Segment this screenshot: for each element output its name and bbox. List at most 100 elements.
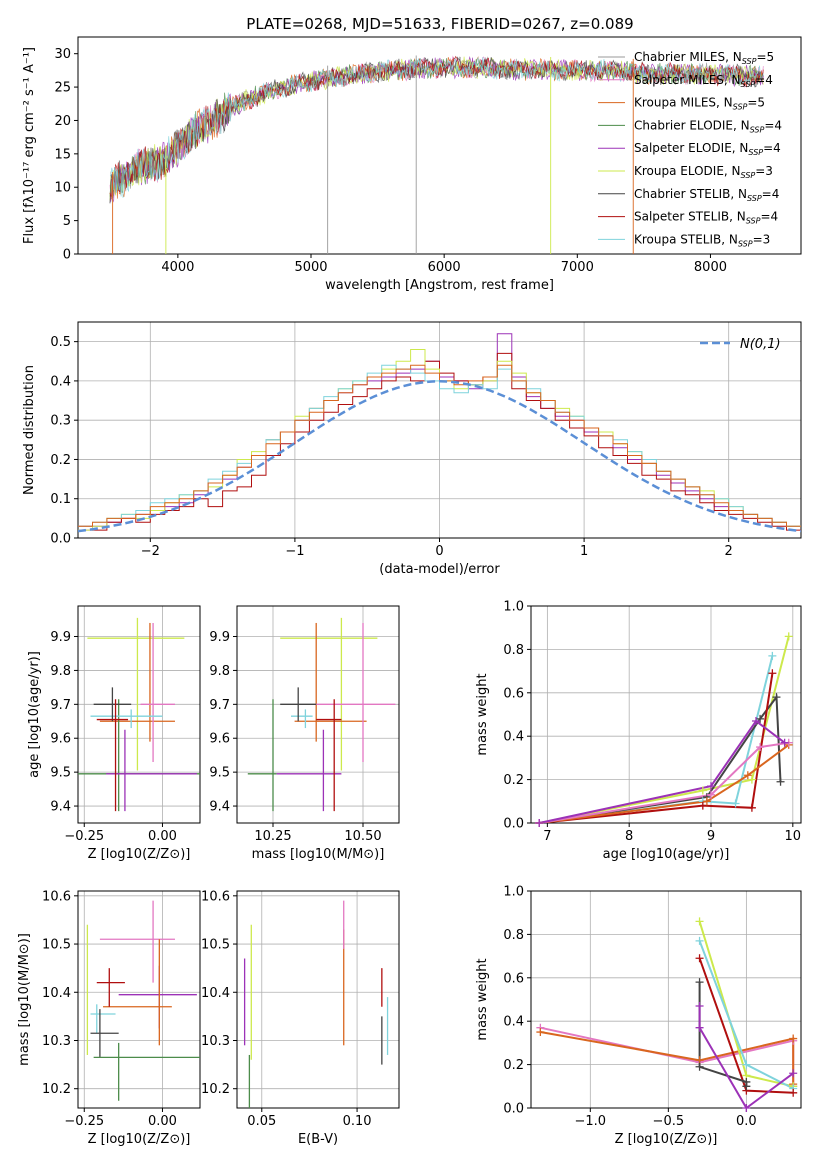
y-axis-label: mass weight — [475, 958, 490, 1040]
x-tick-label: −0.5 — [653, 1114, 685, 1129]
x-tick-label: 7000 — [561, 260, 594, 275]
mass-weight-marker — [747, 775, 756, 784]
mass-weight-line — [539, 741, 789, 823]
y-tick-label: 9.9 — [209, 630, 230, 645]
mass-weight-line — [539, 744, 790, 823]
y-tick-label: 0.4 — [50, 374, 71, 389]
mass-weight-marker — [743, 771, 752, 780]
y-tick-label: 10.3 — [42, 1034, 71, 1049]
mass-weight-vs-age-panel: 7 8 9 10 0.0 0.2 0.4 0.6 0.8 1.0 age [log10(age/yr… — [475, 600, 802, 862]
mass-vs-extinction-panel: 0.05 0.10 10.2 10.3 10.4 10.5 10.6 E(B-V) — [201, 889, 400, 1147]
y-tick-label: 10.4 — [42, 986, 71, 1001]
y-tick-label: 0.3 — [50, 414, 71, 429]
x-axis-label: mass [log10(M/M⊙)] — [252, 847, 385, 862]
y-tick-label: 0.5 — [50, 335, 71, 350]
y-tick-label: 10.6 — [201, 889, 230, 904]
mass-weight-marker — [707, 790, 715, 799]
x-axis-label: Z [log10(Z/Z⊙)] — [88, 847, 191, 862]
mass-weight-marker — [756, 714, 765, 723]
mass-weight-marker — [776, 777, 785, 786]
y-tick-label: 9.5 — [50, 766, 71, 781]
y-tick-label: 0 — [63, 248, 71, 263]
mass-weight-marker — [768, 669, 777, 678]
plot-area — [109, 55, 764, 254]
y-tick-label: 1.0 — [503, 600, 524, 615]
y-tick-label: 9.7 — [209, 698, 230, 713]
mass-weight-marker — [702, 797, 711, 806]
mass-weight-marker — [695, 954, 704, 963]
y-tick-label: 0.8 — [503, 928, 524, 943]
legend-label: N(0,1) — [740, 337, 781, 352]
axes-frame — [77, 605, 201, 824]
x-tick-label: 0.0 — [736, 1114, 757, 1129]
mass-weight-marker — [742, 1104, 751, 1112]
normal-curve — [78, 380, 801, 533]
mass-weight-marker — [707, 782, 715, 791]
y-tick-label: 10 — [54, 181, 71, 196]
y-tick-label: 9.6 — [209, 732, 230, 747]
x-tick-label: 0.05 — [247, 1114, 276, 1129]
y-tick-label: 0.2 — [503, 773, 524, 788]
y-axis-label: Flux [fλ10⁻¹⁷ erg cm⁻² s⁻¹ A⁻¹] — [22, 47, 37, 244]
mass-weight-line — [538, 719, 786, 823]
legend-label: Salpeter MILES, NSSP=4 — [634, 73, 773, 89]
x-axis-label: (data-model)/error — [379, 562, 500, 577]
mass-weight-marker — [535, 819, 544, 827]
x-tick-label: 1 — [580, 544, 588, 559]
x-axis-label: age [log10(age/yr)] — [603, 847, 730, 862]
y-tick-label: 20 — [54, 114, 71, 129]
y-tick-label: 9.8 — [50, 664, 71, 679]
figure-title: PLATE=0268, MJD=51633, FIBERID=0267, z=0… — [246, 15, 633, 33]
x-tick-label: 0.10 — [343, 1114, 372, 1129]
y-axis-label: age [log10(age/yr)] — [27, 651, 42, 778]
mass-weight-marker — [789, 1069, 798, 1078]
axes-frame — [236, 605, 400, 824]
mass-weight-marker — [756, 743, 765, 752]
legend-label: Salpeter STELIB, NSSP=4 — [634, 210, 778, 226]
y-tick-label: 10.6 — [42, 889, 71, 904]
legend-label: Kroupa STELIB, NSSP=3 — [634, 232, 770, 248]
y-tick-label: 0.0 — [503, 817, 524, 832]
y-tick-label: 10.3 — [201, 1034, 230, 1049]
mass-weight-marker — [695, 1023, 704, 1032]
plot-area — [540, 921, 795, 1108]
mass-weight-marker — [768, 651, 777, 660]
plot-area — [78, 617, 200, 812]
mass-weight-line — [539, 636, 790, 823]
mass-weight-marker — [752, 717, 760, 726]
mass-weight-line — [698, 1006, 794, 1108]
y-tick-label: 0.6 — [503, 686, 524, 701]
y-tick-label: 9.5 — [209, 766, 230, 781]
x-axis-label: wavelength [Angstrom, rest frame] — [325, 278, 554, 293]
mass-weight-marker — [772, 693, 781, 702]
y-tick-label: 10.5 — [201, 938, 230, 953]
y-tick-label: 0.4 — [503, 1015, 524, 1030]
y-tick-label: 25 — [54, 81, 71, 96]
mass-weight-marker — [742, 1060, 751, 1069]
x-tick-label: 4000 — [161, 260, 194, 275]
y-tick-label: 0.2 — [503, 1058, 524, 1073]
x-tick-label: 0 — [435, 544, 443, 559]
mass-weight-marker — [695, 936, 704, 945]
y-tick-label: 5 — [63, 214, 71, 229]
legend-label: Chabrier ELODIE, NSSP=4 — [634, 118, 782, 134]
residual-histogram-panel: −2 −1 0 1 2 0.0 0.1 0.2 0.3 0.4 0.5 (data-model)/er… — [22, 321, 802, 577]
y-tick-label: 10.5 — [42, 938, 71, 953]
y-tick-label: 10.2 — [42, 1082, 71, 1097]
y-tick-label: 9.9 — [50, 630, 71, 645]
plot-area — [538, 636, 790, 823]
age-vs-mass-panel: 10.25 10.50 9.4 9.5 9.6 9.7 9.8 9.9 mass [log10(… — [209, 605, 400, 862]
x-axis-label: E(B-V) — [298, 1132, 338, 1147]
mass-weight-marker — [698, 801, 707, 810]
plot-area — [86, 900, 200, 1101]
mass-vs-metallicity-panel: −0.25 0.00 10.2 10.3 10.4 10.5 10.6 Z [log10(Z/… — [17, 889, 201, 1147]
mass-weight-marker — [789, 1034, 798, 1043]
x-tick-label: 8000 — [694, 260, 727, 275]
x-tick-label: 6000 — [428, 260, 461, 275]
spectrum-panel: 4000 5000 6000 7000 8000 0 5 10 15 20 25 30 waveleng… — [22, 36, 802, 293]
spectrum-line — [109, 56, 764, 204]
x-tick-label: 0.00 — [148, 829, 177, 844]
y-tick-label: 9.6 — [50, 732, 71, 747]
y-tick-label: 0.8 — [503, 643, 524, 658]
axes-frame — [77, 36, 802, 255]
